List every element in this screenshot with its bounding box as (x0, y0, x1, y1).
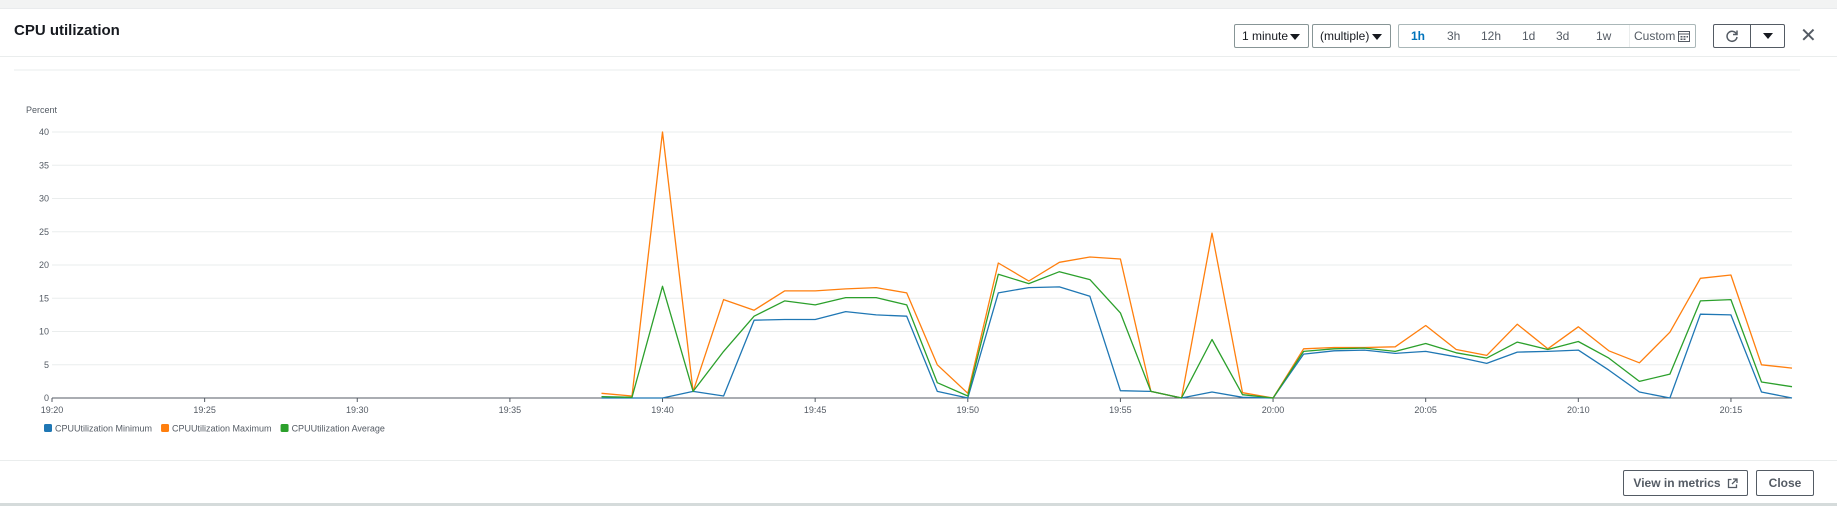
period-dropdown[interactable]: 1 minute (1234, 24, 1309, 48)
refresh-divider (1750, 25, 1751, 47)
x-tick-label: 20:00 (1262, 405, 1285, 415)
chart-area: Percent 0 5 10 15 20 25 30 35 40 19:20 19:25 19:30… (0, 56, 1837, 460)
statistic-dropdown[interactable]: (multiple) (1312, 24, 1391, 48)
close-button[interactable]: Close (1756, 470, 1814, 496)
view-in-metrics-label: View in metrics (1633, 476, 1721, 490)
widget-header: CPU utilization 1 minute (multiple) 1h 3… (0, 8, 1837, 57)
bottom-border (0, 503, 1837, 506)
range-3d[interactable]: 3d (1556, 29, 1570, 43)
chevron-down-icon (1372, 34, 1382, 40)
refresh-button-group (1713, 24, 1785, 48)
chevron-down-icon (1290, 34, 1300, 40)
x-tick-label: 19:35 (499, 405, 522, 415)
statistic-value: (multiple) (1320, 29, 1370, 43)
calendar-icon[interactable] (1678, 30, 1690, 42)
x-tick-label: 20:10 (1567, 405, 1590, 415)
y-tick-label: 40 (39, 127, 49, 137)
legend-label[interactable]: CPUUtilization Maximum (172, 424, 272, 434)
y-tick-label: 35 (39, 160, 49, 170)
legend-label[interactable]: CPUUtilization Average (292, 424, 385, 434)
legend: CPUUtilization Minimum CPUUtilization Max… (44, 424, 385, 434)
close-label: Close (1768, 476, 1802, 490)
series-lines (601, 131, 1793, 399)
range-1h[interactable]: 1h (1411, 29, 1426, 43)
range-12h[interactable]: 12h (1481, 29, 1502, 43)
grid-lines (52, 131, 1792, 399)
x-tick-label: 19:30 (346, 405, 369, 415)
close-icon[interactable]: ✕ (1800, 25, 1817, 47)
x-tick-label: 20:15 (1720, 405, 1743, 415)
x-ticks: 19:20 19:25 19:30 19:35 19:40 19:45 19:50 19:55… (41, 398, 1742, 415)
y-tick-label: 10 (39, 327, 49, 337)
x-tick-label: 19:45 (804, 405, 827, 415)
series-line-2 (601, 271, 1793, 399)
refresh-icon[interactable] (1725, 29, 1739, 43)
x-tick-label: 19:50 (957, 405, 980, 415)
top-strip (0, 0, 1837, 9)
range-1d[interactable]: 1d (1522, 29, 1536, 43)
series-line-1 (601, 131, 1793, 399)
y-ticks: 0 5 10 15 20 25 30 35 40 (39, 127, 49, 403)
y-tick-label: 25 (39, 227, 49, 237)
y-tick-label: 5 (44, 360, 49, 370)
chevron-down-icon[interactable] (1763, 33, 1773, 39)
widget-footer: View in metrics Close (0, 460, 1837, 506)
legend-swatch (280, 424, 289, 432)
x-tick-label: 19:25 (193, 405, 216, 415)
x-tick-label: 20:05 (1414, 405, 1437, 415)
x-tick-label: 19:55 (1109, 405, 1132, 415)
y-axis-label: Percent (26, 105, 58, 115)
y-tick-label: 0 (44, 393, 49, 403)
range-custom[interactable]: Custom (1634, 29, 1676, 43)
x-tick-label: 19:20 (41, 405, 64, 415)
y-tick-label: 15 (39, 293, 49, 303)
x-tick-label: 19:40 (651, 405, 674, 415)
period-value: 1 minute (1242, 29, 1289, 43)
legend-label[interactable]: CPUUtilization Minimum (55, 424, 152, 434)
legend-swatch (44, 424, 52, 432)
time-range-selector: 1h 3h 12h 1d 3d 1w Custom (1398, 24, 1696, 48)
view-in-metrics-button[interactable]: View in metrics (1623, 470, 1748, 496)
external-link-icon (1727, 477, 1738, 488)
series-line-0 (601, 286, 1793, 399)
widget-title: CPU utilization (14, 22, 120, 39)
range-1w[interactable]: 1w (1596, 29, 1612, 43)
cpu-chart: Percent 0 5 10 15 20 25 30 35 40 19:20 19:25 19:30… (14, 69, 1800, 434)
range-3h[interactable]: 3h (1447, 29, 1461, 43)
range-divider (1629, 25, 1630, 47)
y-tick-label: 20 (39, 260, 49, 270)
legend-swatch (161, 424, 170, 432)
y-tick-label: 30 (39, 194, 49, 204)
